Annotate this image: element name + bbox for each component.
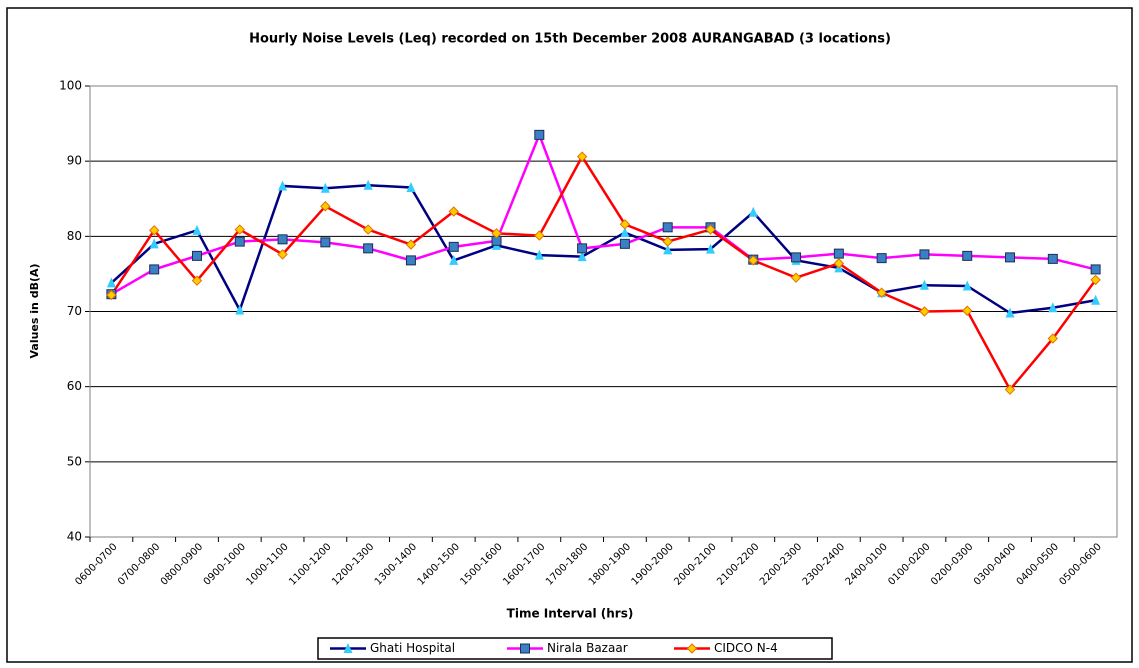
marker [106, 289, 117, 301]
marker [106, 277, 116, 288]
marker [363, 179, 373, 190]
chart-frame [6, 7, 1133, 663]
marker [919, 306, 930, 317]
marker [234, 224, 245, 235]
marker [1090, 264, 1101, 275]
marker [686, 643, 698, 654]
marker [1004, 384, 1016, 395]
legend-label: Ghati Hospital [370, 641, 455, 655]
chart-title: Hourly Noise Levels (Leq) recorded on 15… [249, 32, 891, 47]
marker [619, 219, 631, 230]
marker [577, 243, 588, 254]
marker [662, 236, 673, 247]
marker [876, 253, 887, 264]
marker [449, 254, 459, 265]
marker [748, 255, 759, 266]
marker [833, 258, 845, 269]
legend-label: Nirala Bazaar [547, 641, 628, 655]
marker [534, 230, 545, 241]
marker [149, 264, 160, 275]
legend-box [317, 637, 833, 660]
marker [363, 243, 374, 254]
marker [192, 224, 202, 235]
marker [833, 248, 844, 259]
marker [748, 206, 758, 217]
marker [520, 643, 530, 654]
marker [705, 224, 716, 235]
marker [1048, 302, 1058, 313]
marker [277, 234, 288, 245]
marker [791, 252, 802, 263]
y-axis-label: Values in dB(A) [28, 263, 41, 358]
y-tick-label: 90 [67, 154, 82, 168]
marker [876, 287, 887, 298]
y-tick-label: 100 [59, 79, 82, 93]
marker [919, 279, 929, 290]
marker [1090, 274, 1101, 286]
series-line [110, 183, 1096, 315]
marker [191, 250, 202, 261]
marker [534, 249, 544, 260]
marker [620, 227, 630, 238]
marker [1047, 253, 1058, 264]
marker [663, 244, 673, 255]
marker [1005, 307, 1015, 318]
marker [235, 304, 245, 315]
x-axis-label: Time Interval (hrs) [507, 607, 634, 621]
marker [362, 224, 374, 235]
marker [343, 643, 353, 653]
marker [577, 251, 587, 262]
marker [662, 222, 673, 233]
marker [962, 305, 973, 316]
marker [320, 237, 331, 248]
marker [278, 180, 288, 191]
marker [320, 182, 330, 193]
marker [277, 249, 288, 260]
marker [619, 238, 630, 249]
y-tick-label: 50 [67, 454, 82, 468]
marker [320, 201, 331, 212]
series-line [110, 154, 1097, 392]
marker [406, 181, 416, 192]
marker [962, 250, 973, 261]
legend-label: CIDCO N-4 [714, 641, 778, 655]
marker [705, 243, 715, 254]
marker [1005, 252, 1016, 263]
marker [149, 238, 159, 249]
y-tick-label: 60 [67, 379, 82, 393]
y-tick-label: 70 [67, 304, 82, 318]
marker [491, 228, 502, 239]
marker [148, 225, 160, 236]
marker [1091, 294, 1101, 305]
y-tick-label: 40 [67, 530, 82, 544]
marker [962, 280, 972, 291]
y-tick-label: 80 [67, 229, 82, 243]
marker [534, 129, 545, 140]
marker [448, 241, 459, 252]
marker [1047, 333, 1059, 344]
marker [405, 239, 417, 250]
marker [919, 249, 930, 260]
marker [790, 272, 802, 283]
marker [191, 275, 203, 286]
series-line [110, 131, 1096, 296]
marker [234, 236, 245, 247]
marker [405, 255, 416, 266]
marker [448, 206, 459, 217]
marker [576, 151, 588, 162]
